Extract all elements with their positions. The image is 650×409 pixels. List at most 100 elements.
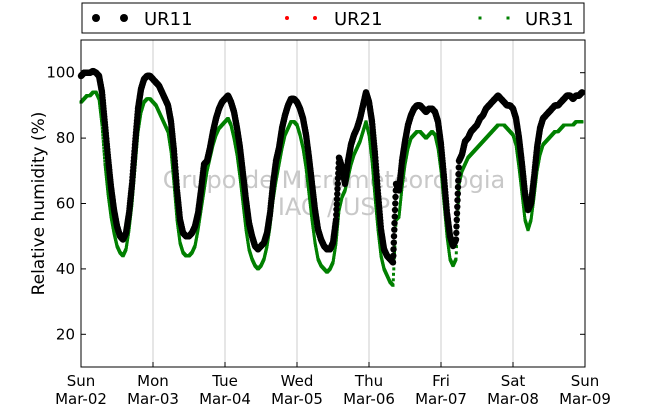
data-point [519,181,523,185]
data-point [108,205,112,209]
data-point [98,106,102,110]
legend-marker [120,14,128,22]
data-point [370,157,374,161]
data-point [241,197,244,201]
data-point [368,144,372,148]
data-point [307,194,311,198]
data-point [374,206,378,210]
data-point [246,238,249,241]
data-point [374,203,378,207]
data-point [530,210,534,214]
data-series [77,67,586,287]
data-point [204,174,208,178]
legend-marker [92,14,100,22]
data-point [310,214,313,217]
data-point [515,147,518,150]
data-point [374,209,378,213]
data-point [309,209,313,213]
x-tick-label-day: Sat [501,372,526,390]
data-point [313,239,317,243]
data-point [247,246,251,250]
data-point [126,238,129,241]
data-point [391,206,399,214]
data-point [333,201,340,208]
data-point [522,205,525,209]
data-point [105,184,109,188]
data-point [332,256,336,259]
data-point [242,210,246,214]
data-point [309,211,313,215]
data-point [378,247,382,251]
data-point [436,146,440,150]
data-point [103,162,107,166]
data-point [304,162,307,166]
data-point [306,181,310,185]
data-point [333,249,337,253]
y-axis-title: Relative humidity (%) [29,112,49,296]
data-point [332,216,340,223]
x-tick-label-day: Sun [571,372,600,390]
data-point [237,164,240,168]
data-point [333,246,337,250]
data-point [106,187,109,191]
data-point [239,184,243,188]
watermark-line: Grupo de Micrometeorologia [163,166,505,194]
data-point [241,199,245,203]
data-point [125,242,129,246]
data-point [392,200,399,207]
data-point [391,226,398,233]
data-point [307,192,311,196]
data-point [103,159,107,163]
data-point [237,170,241,174]
data-point [514,143,518,147]
data-point [176,224,180,228]
data-point [306,185,310,189]
data-point [332,254,336,258]
data-point [334,175,342,182]
data-point [104,175,108,178]
data-point [125,239,129,243]
data-point [237,166,241,170]
x-tick-label-day: Fri [432,372,450,390]
data-point [311,224,315,228]
data-point [521,196,524,200]
data-point [447,251,451,255]
data-point [243,219,247,223]
data-point [398,202,402,206]
data-point [372,183,376,187]
data-point [369,148,373,152]
data-point [247,244,250,248]
data-point [166,131,170,135]
data-point [303,159,307,163]
data-point [446,240,450,244]
data-point [102,143,105,147]
data-point [109,213,113,217]
data-point [105,177,108,181]
data-point [454,190,461,197]
data-point [245,234,249,238]
data-point [196,226,200,230]
data-point [455,170,462,178]
series-ur11 [77,67,586,266]
data-point [516,156,520,160]
data-point [243,217,247,221]
data-point [515,152,519,156]
data-point [240,191,244,195]
data-point [312,233,316,237]
data-point [391,219,398,227]
data-point [245,231,248,235]
data-point [99,117,103,120]
data-point [308,203,312,207]
data-point [205,172,208,176]
legend-marker [506,16,510,20]
data-point [531,206,534,210]
data-point [107,201,111,205]
data-point [238,175,242,179]
data-point [377,236,381,240]
data-point [334,190,341,198]
data-point [203,180,207,184]
data-point [389,259,397,266]
data-point [392,267,396,271]
data-point [311,227,315,231]
data-point [517,164,521,168]
